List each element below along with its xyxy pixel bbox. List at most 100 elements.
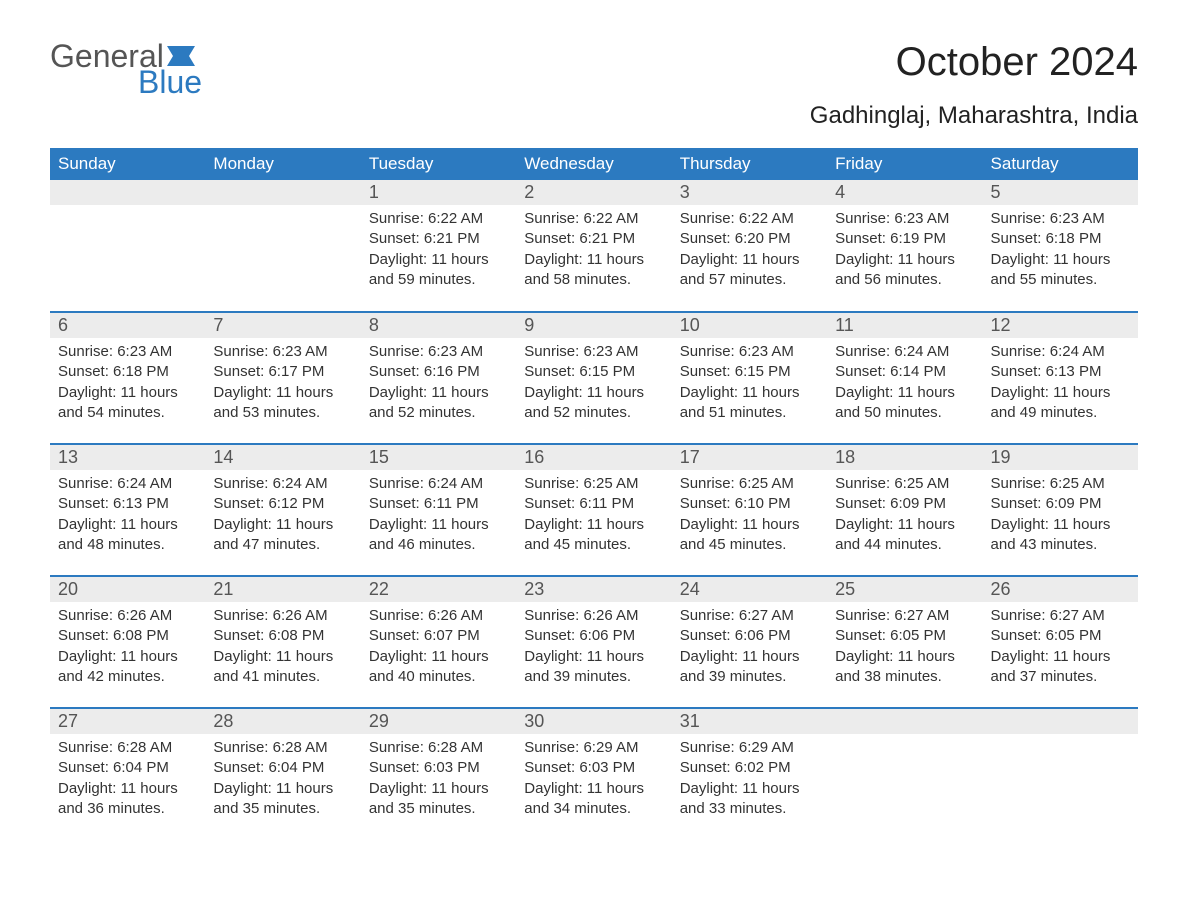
calendar-body: 1Sunrise: 6:22 AMSunset: 6:21 PMDaylight… [50, 180, 1138, 840]
sunset-label: Sunset: [58, 363, 109, 380]
sunrise-label: Sunrise: [835, 343, 890, 360]
sunset-line: Sunset: 6:11 PM [369, 494, 508, 514]
sunset-line: Sunset: 6:04 PM [58, 758, 197, 778]
daylight-line: Daylight: 11 hours and 54 minutes. [58, 383, 197, 424]
sunrise-value: 6:28 AM [428, 739, 483, 756]
day-details: Sunrise: 6:27 AMSunset: 6:06 PMDaylight:… [672, 602, 827, 695]
sunrise-line: Sunrise: 6:25 AM [991, 474, 1130, 494]
calendar-row: 27Sunrise: 6:28 AMSunset: 6:04 PMDayligh… [50, 708, 1138, 840]
day-number: 7 [205, 313, 360, 338]
sunset-label: Sunset: [991, 230, 1042, 247]
daylight-label: Daylight: [213, 516, 271, 533]
daylight-label: Daylight: [524, 251, 582, 268]
sunrise-label: Sunrise: [524, 210, 579, 227]
daylight-line: Daylight: 11 hours and 39 minutes. [680, 647, 819, 688]
sunrise-line: Sunrise: 6:28 AM [58, 738, 197, 758]
sunset-line: Sunset: 6:13 PM [58, 494, 197, 514]
calendar-table: SundayMondayTuesdayWednesdayThursdayFrid… [50, 148, 1138, 840]
sunset-value: 6:19 PM [890, 230, 946, 247]
sunrise-line: Sunrise: 6:26 AM [58, 606, 197, 626]
day-number: 14 [205, 445, 360, 470]
calendar-cell: 29Sunrise: 6:28 AMSunset: 6:03 PMDayligh… [361, 708, 516, 840]
calendar-cell: 24Sunrise: 6:27 AMSunset: 6:06 PMDayligh… [672, 576, 827, 708]
day-details: Sunrise: 6:23 AMSunset: 6:15 PMDaylight:… [672, 338, 827, 431]
calendar-cell: 5Sunrise: 6:23 AMSunset: 6:18 PMDaylight… [983, 180, 1138, 312]
day-number: 15 [361, 445, 516, 470]
sunset-label: Sunset: [213, 495, 264, 512]
day-details: Sunrise: 6:26 AMSunset: 6:06 PMDaylight:… [516, 602, 671, 695]
daylight-line: Daylight: 11 hours and 52 minutes. [524, 383, 663, 424]
sunset-label: Sunset: [369, 627, 420, 644]
day-details: Sunrise: 6:28 AMSunset: 6:04 PMDaylight:… [205, 734, 360, 827]
sunrise-line: Sunrise: 6:24 AM [369, 474, 508, 494]
day-number: 26 [983, 577, 1138, 602]
sunrise-value: 6:27 AM [739, 607, 794, 624]
daylight-label: Daylight: [213, 780, 271, 797]
sunrise-value: 6:28 AM [273, 739, 328, 756]
sunrise-label: Sunrise: [524, 475, 579, 492]
sunrise-line: Sunrise: 6:23 AM [213, 342, 352, 362]
day-header: Saturday [983, 148, 1138, 180]
sunrise-line: Sunrise: 6:25 AM [524, 474, 663, 494]
sunrise-line: Sunrise: 6:23 AM [835, 209, 974, 229]
daylight-line: Daylight: 11 hours and 53 minutes. [213, 383, 352, 424]
sunset-value: 6:08 PM [268, 627, 324, 644]
sunrise-label: Sunrise: [680, 343, 735, 360]
sunrise-line: Sunrise: 6:27 AM [835, 606, 974, 626]
day-number: 22 [361, 577, 516, 602]
sunrise-line: Sunrise: 6:23 AM [680, 342, 819, 362]
calendar-cell: 9Sunrise: 6:23 AMSunset: 6:15 PMDaylight… [516, 312, 671, 444]
calendar-cell: 10Sunrise: 6:23 AMSunset: 6:15 PMDayligh… [672, 312, 827, 444]
day-number: 18 [827, 445, 982, 470]
sunset-value: 6:09 PM [1046, 495, 1102, 512]
sunset-line: Sunset: 6:16 PM [369, 362, 508, 382]
calendar-cell-empty [983, 708, 1138, 840]
calendar-row: 6Sunrise: 6:23 AMSunset: 6:18 PMDaylight… [50, 312, 1138, 444]
sunrise-label: Sunrise: [213, 475, 268, 492]
daylight-line: Daylight: 11 hours and 44 minutes. [835, 515, 974, 556]
day-number [50, 180, 205, 205]
sunrise-label: Sunrise: [524, 739, 579, 756]
calendar-cell: 27Sunrise: 6:28 AMSunset: 6:04 PMDayligh… [50, 708, 205, 840]
day-details: Sunrise: 6:25 AMSunset: 6:09 PMDaylight:… [983, 470, 1138, 563]
day-details: Sunrise: 6:24 AMSunset: 6:13 PMDaylight:… [50, 470, 205, 563]
sunset-line: Sunset: 6:14 PM [835, 362, 974, 382]
sunrise-label: Sunrise: [369, 739, 424, 756]
calendar-cell: 25Sunrise: 6:27 AMSunset: 6:05 PMDayligh… [827, 576, 982, 708]
day-details: Sunrise: 6:22 AMSunset: 6:21 PMDaylight:… [361, 205, 516, 298]
day-number: 17 [672, 445, 827, 470]
day-number [827, 709, 982, 734]
day-number: 27 [50, 709, 205, 734]
daylight-label: Daylight: [680, 251, 738, 268]
brand-logo: General Blue [50, 40, 202, 98]
daylight-line: Daylight: 11 hours and 41 minutes. [213, 647, 352, 688]
sunset-label: Sunset: [213, 627, 264, 644]
sunrise-line: Sunrise: 6:28 AM [369, 738, 508, 758]
calendar-cell: 8Sunrise: 6:23 AMSunset: 6:16 PMDaylight… [361, 312, 516, 444]
sunset-line: Sunset: 6:10 PM [680, 494, 819, 514]
sunset-value: 6:13 PM [1046, 363, 1102, 380]
sunset-value: 6:09 PM [890, 495, 946, 512]
sunrise-label: Sunrise: [680, 607, 735, 624]
sunrise-label: Sunrise: [369, 475, 424, 492]
sunrise-label: Sunrise: [369, 210, 424, 227]
daylight-line: Daylight: 11 hours and 40 minutes. [369, 647, 508, 688]
sunrise-value: 6:29 AM [739, 739, 794, 756]
sunrise-value: 6:22 AM [583, 210, 638, 227]
day-details: Sunrise: 6:25 AMSunset: 6:10 PMDaylight:… [672, 470, 827, 563]
daylight-label: Daylight: [369, 516, 427, 533]
sunset-label: Sunset: [835, 495, 886, 512]
sunset-value: 6:21 PM [424, 230, 480, 247]
sunset-value: 6:06 PM [579, 627, 635, 644]
sunset-value: 6:05 PM [890, 627, 946, 644]
sunrise-value: 6:24 AM [117, 475, 172, 492]
sunset-line: Sunset: 6:20 PM [680, 229, 819, 249]
day-number: 9 [516, 313, 671, 338]
day-details: Sunrise: 6:25 AMSunset: 6:09 PMDaylight:… [827, 470, 982, 563]
sunset-label: Sunset: [369, 759, 420, 776]
day-number: 21 [205, 577, 360, 602]
day-number: 31 [672, 709, 827, 734]
daylight-line: Daylight: 11 hours and 45 minutes. [524, 515, 663, 556]
sunrise-label: Sunrise: [680, 475, 735, 492]
sunset-line: Sunset: 6:09 PM [991, 494, 1130, 514]
